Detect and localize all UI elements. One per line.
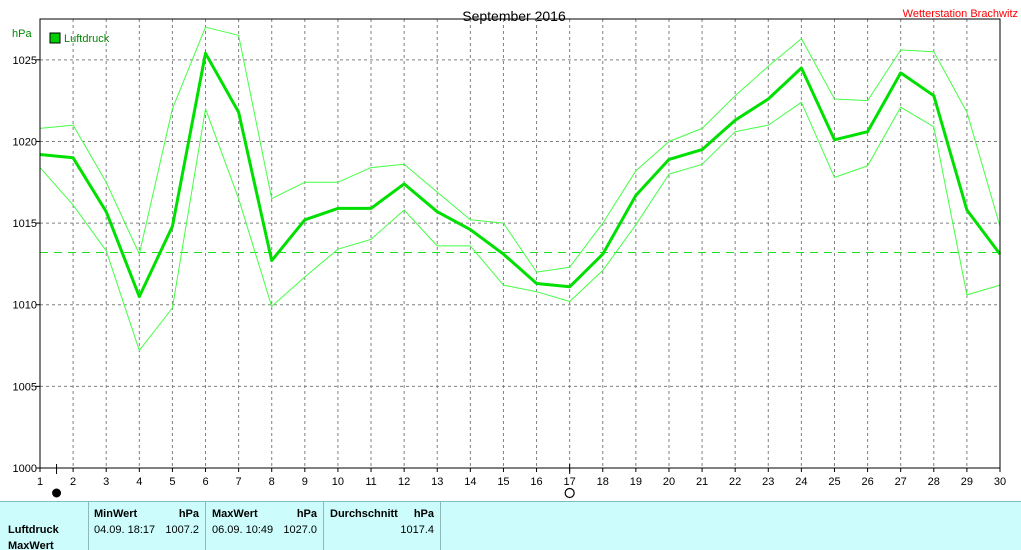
x-tick-label-1: 1 <box>37 476 43 488</box>
x-tick-label-18: 18 <box>597 476 609 488</box>
stats-row-label-2: MaxWert <box>8 540 54 550</box>
avg-column: Durchschnitt hPa 1017.4 <box>324 502 441 550</box>
avg-unit: hPa <box>413 508 434 520</box>
x-tick-label-28: 28 <box>928 476 940 488</box>
chart-background <box>0 0 1021 501</box>
x-tick-label-26: 26 <box>861 476 873 488</box>
y-tick-label-1015: 1015 <box>13 218 37 230</box>
x-tick-label-5: 5 <box>169 476 175 488</box>
x-tick-label-15: 15 <box>497 476 509 488</box>
x-tick-label-7: 7 <box>236 476 242 488</box>
x-tick-label-30: 30 <box>994 476 1006 488</box>
x-tick-label-21: 21 <box>696 476 708 488</box>
x-tick-label-24: 24 <box>795 476 807 488</box>
x-tick-label-6: 6 <box>202 476 208 488</box>
series-layer <box>39 26 1002 351</box>
x-tick-label-23: 23 <box>762 476 774 488</box>
stats-row-label: Luftdruck <box>8 524 59 536</box>
moon-markers <box>52 464 575 499</box>
x-tick-label-29: 29 <box>961 476 973 488</box>
x-tick-label-25: 25 <box>828 476 840 488</box>
grid-lines <box>40 19 1001 468</box>
series-line-min <box>39 101 1001 351</box>
series-line-mean <box>39 51 1002 299</box>
x-tick-label-27: 27 <box>895 476 907 488</box>
legend-label: Luftdruck <box>64 33 110 45</box>
y-tick-label-1000: 1000 <box>13 463 37 475</box>
max-column: MaxWert hPa 06.09. 10:49 1027.0 <box>206 502 324 550</box>
y-tick-label-1010: 1010 <box>13 300 37 312</box>
pressure-chart: September 2016 hPa Wetterstation Brachwi… <box>0 0 1021 501</box>
x-tick-label-17: 17 <box>564 476 576 488</box>
plot-frame <box>39 18 1001 469</box>
legend-swatch <box>49 32 61 44</box>
max-time: 06.09. 10:49 <box>212 524 274 536</box>
x-tick-label-4: 4 <box>136 476 142 488</box>
y-tick-label-1025: 1025 <box>13 55 37 67</box>
max-value: 1027.0 <box>283 524 317 536</box>
x-tick-label-19: 19 <box>630 476 642 488</box>
new-moon-icon <box>564 487 575 499</box>
x-tick-label-8: 8 <box>269 476 275 488</box>
x-tick-label-10: 10 <box>332 476 344 488</box>
max-header: MaxWert <box>212 508 258 520</box>
x-tick-label-13: 13 <box>431 476 443 488</box>
min-unit: hPa <box>178 508 199 520</box>
y-axis-unit: hPa <box>12 28 32 40</box>
x-tick-label-14: 14 <box>464 476 476 488</box>
min-time: 04.09. 18:17 <box>94 524 156 536</box>
x-tick-label-11: 11 <box>365 476 376 488</box>
x-tick-label-2: 2 <box>70 476 76 488</box>
full-moon-icon <box>52 488 62 498</box>
y-tick-label-1005: 1005 <box>13 381 37 393</box>
y-tick-label-1020: 1020 <box>13 136 37 148</box>
min-header: MinWert <box>94 508 138 520</box>
chart-title: September 2016 <box>462 8 566 24</box>
x-tick-label-12: 12 <box>398 476 410 488</box>
series-line-max <box>39 26 1001 273</box>
x-tick-label-20: 20 <box>663 476 675 488</box>
min-column: MinWert hPa 04.09. 18:17 1007.2 <box>89 502 206 550</box>
avg-value: 1017.4 <box>400 524 434 536</box>
x-tick-label-9: 9 <box>302 476 308 488</box>
max-unit: hPa <box>296 508 317 520</box>
stats-label-column: Luftdruck MaxWert <box>0 502 89 550</box>
x-tick-label-3: 3 <box>103 476 109 488</box>
x-tick-label-22: 22 <box>729 476 741 488</box>
x-tick-label-16: 16 <box>530 476 542 488</box>
avg-header: Durchschnitt <box>330 508 398 520</box>
min-value: 1007.2 <box>165 524 199 536</box>
station-name: Wetterstation Brachwitz <box>903 8 1018 20</box>
stats-panel: Luftdruck MaxWert MinWert hPa 04.09. 18:… <box>0 501 1021 550</box>
